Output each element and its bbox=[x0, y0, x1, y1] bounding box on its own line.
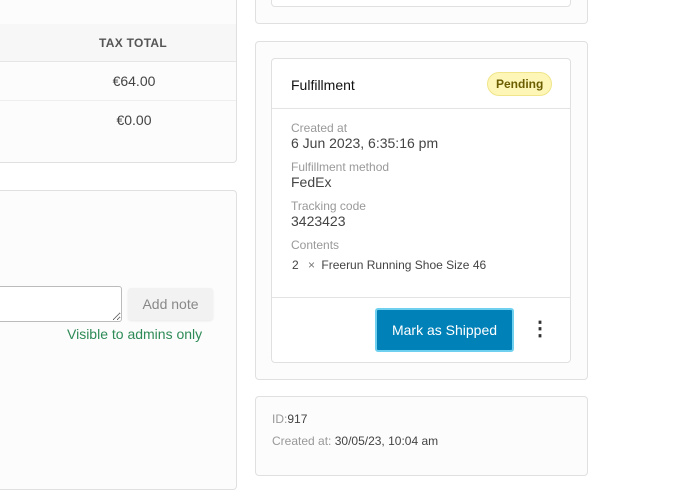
order-created: Created at: 30/05/23, 10:04 am bbox=[272, 434, 439, 448]
tax-total-cell: €64.00 bbox=[112, 73, 156, 89]
mark-as-shipped-button[interactable]: Mark as Shipped bbox=[375, 308, 514, 352]
visibility-hint: Visible to admins only bbox=[67, 326, 203, 342]
product-name: Freerun Running Shoe Size 46 bbox=[321, 258, 487, 272]
divider bbox=[272, 297, 570, 298]
times-icon: × bbox=[308, 258, 316, 272]
tax-total-cell: €0.00 bbox=[116, 112, 152, 128]
fulfillment-panel: Fulfillment Pending Created at 6 Jun 202… bbox=[271, 58, 571, 363]
table-row: €0.00 bbox=[0, 101, 236, 140]
table-header: TAX TOTAL bbox=[0, 24, 236, 62]
notes-card bbox=[0, 190, 237, 490]
order-meta-card: ID:917 Created at: 30/05/23, 10:04 am bbox=[255, 396, 588, 476]
fulfillment-title: Fulfillment bbox=[291, 77, 355, 93]
tracking-label: Tracking code bbox=[291, 199, 366, 213]
method-label: Fulfillment method bbox=[291, 160, 390, 174]
column-header-tax-total: TAX TOTAL bbox=[99, 36, 168, 50]
order-id: ID:917 bbox=[272, 412, 308, 426]
tracking-value: 3423423 bbox=[291, 213, 346, 229]
contents-label: Contents bbox=[291, 238, 340, 252]
divider bbox=[272, 108, 570, 109]
add-note-button[interactable]: Add note bbox=[128, 288, 213, 320]
created-at-value: 6 Jun 2023, 6:35:16 pm bbox=[291, 135, 439, 151]
status-badge: Pending bbox=[487, 72, 553, 96]
created-at-label: Created at bbox=[291, 121, 348, 135]
note-input[interactable] bbox=[0, 286, 122, 322]
contents-line: 2 × Freerun Running Shoe Size 46 bbox=[292, 258, 486, 272]
top-inner-box bbox=[271, 0, 571, 7]
table-row: €64.00 bbox=[0, 62, 236, 101]
quantity: 2 bbox=[292, 258, 299, 272]
tax-summary-card: TAX TOTAL €64.00 €0.00 bbox=[0, 0, 237, 163]
more-vertical-icon[interactable]: ⋮ bbox=[530, 318, 550, 340]
method-value: FedEx bbox=[291, 174, 332, 190]
